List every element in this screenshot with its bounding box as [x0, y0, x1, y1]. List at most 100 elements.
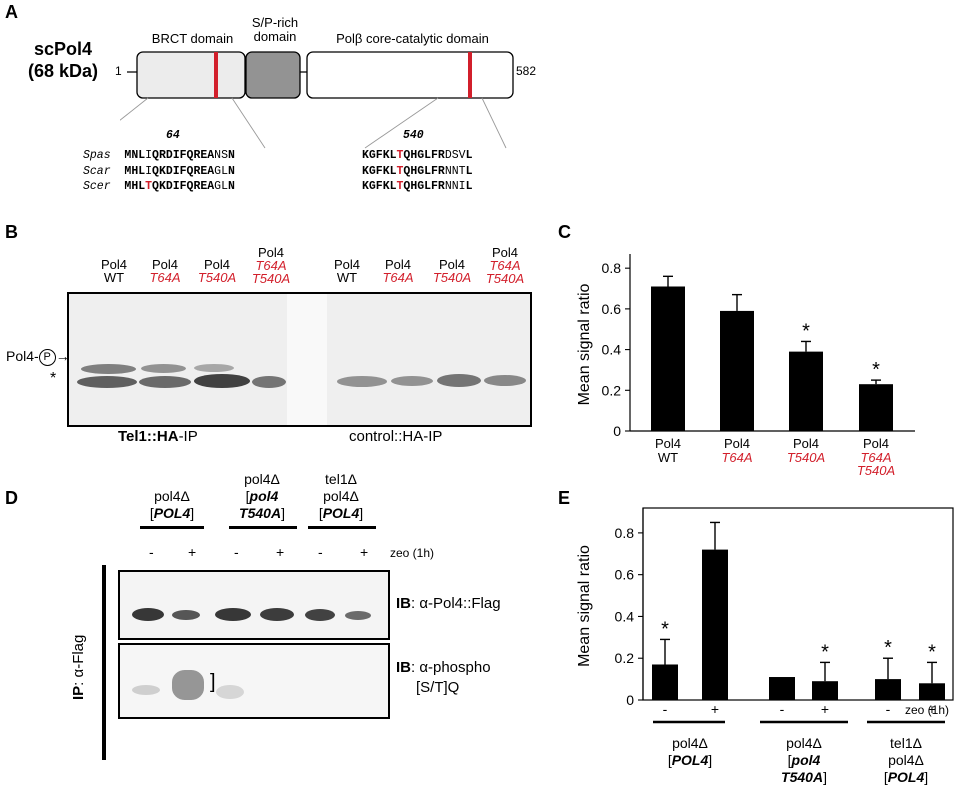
x-tick-strain: Pol4: [863, 436, 889, 451]
ip-label-vertical: IP: α-Flag: [70, 635, 87, 700]
lane-mutation: WT: [336, 270, 358, 285]
x-tick-mutation: T64A: [860, 450, 891, 465]
phospho-circle: P: [38, 348, 56, 366]
zeo-label-e: zeo (1h): [905, 703, 949, 717]
western-blot-b: [67, 292, 532, 427]
band: [132, 685, 160, 695]
significance-star: *: [821, 641, 829, 663]
lane-strain: Pol4: [384, 257, 412, 272]
band: [215, 608, 251, 621]
seq-tail: GL: [214, 180, 228, 193]
seq-end: L: [465, 149, 473, 162]
y-tick-label: 0.4: [615, 608, 635, 624]
polb-label: Polβ core-catalytic domain: [336, 31, 489, 46]
alignment-left: Spas MNLIQRDIFQREANSN Scar MHLIQKDIFQREA…: [83, 148, 235, 195]
x-tick-mutation: T540A: [857, 463, 895, 478]
band-lower: [337, 376, 387, 387]
protein-title: scPol4 (68 kDa): [18, 38, 108, 82]
panel-c-letter: C: [558, 222, 571, 242]
lane-strain: Pol4: [203, 257, 231, 272]
seq-mark-red: T: [396, 180, 404, 193]
group-label: pol4Δ: [672, 735, 708, 751]
y-axis-title: Mean signal ratio: [576, 545, 593, 667]
seq-mark-red: T: [396, 164, 404, 178]
group-bar: [308, 526, 376, 529]
lane-mutation: WT: [103, 270, 125, 285]
plus-sign: +: [276, 544, 285, 560]
ib-bold: IB: [396, 595, 411, 612]
band-lower: [194, 374, 250, 388]
bar: [789, 351, 823, 431]
seq-pre: MHL: [124, 180, 146, 193]
x-tick-strain: Pol4: [724, 436, 750, 451]
y-tick-label: 0.8: [615, 525, 635, 541]
seq-mark-red: T: [396, 149, 404, 162]
seq-pre: KGFKL: [362, 149, 397, 162]
lane-mutation: T540A: [197, 270, 237, 285]
zeo-label-d: zeo (1h): [390, 546, 435, 560]
group-label: pol4Δ: [786, 735, 822, 751]
seq-mark-red: T: [145, 180, 153, 193]
seq-end: N: [227, 149, 235, 162]
ib-rest: : α-phospho: [411, 659, 491, 676]
y-tick-label: 0.6: [602, 301, 622, 317]
bar: [720, 310, 754, 431]
group-label: [POL4]: [884, 769, 928, 785]
bar: [651, 286, 685, 431]
band-lower: [437, 374, 481, 387]
lane-label: Pol4 T540A: [423, 258, 481, 284]
lane-label: Pol4 T64A T540A: [476, 246, 534, 285]
band-lower: [252, 376, 286, 388]
species-label: Scar: [83, 164, 111, 178]
y-axis-title: Mean signal ratio: [576, 283, 593, 405]
smear-bracket: ]: [210, 671, 216, 693]
ib-label-2: IB: α-phospho: [396, 658, 491, 677]
band: [216, 685, 244, 699]
x-tick-sign: +: [821, 701, 829, 717]
significance-star: *: [802, 320, 810, 342]
seq-end: L: [465, 180, 473, 193]
band: [260, 608, 294, 621]
panel-b-letter: B: [5, 222, 18, 242]
x-tick-mutation: WT: [658, 450, 678, 465]
lane-mutation: T540A: [485, 271, 525, 286]
group-label: [POL4]: [668, 752, 712, 768]
lane-label: Pol4 T540A: [188, 258, 246, 284]
ip-rest: : α-Flag: [70, 634, 87, 686]
band: [305, 609, 335, 621]
band-upper: [194, 364, 234, 372]
lane-mutation: T64A: [489, 258, 521, 273]
band-upper: [141, 364, 186, 373]
protein-name: scPol4: [33, 39, 93, 59]
panel-d-letter: D: [5, 488, 18, 508]
western-blot-d1: [118, 570, 390, 640]
align-row-scar: Scar MHLIQKDIFQREAGLN: [83, 164, 235, 180]
sp-rich-box: [245, 51, 301, 99]
group-label: tel1Δ: [890, 735, 922, 751]
y-tick-label: 0: [613, 423, 621, 439]
group-label: pol4Δ: [888, 752, 924, 768]
seq-rest: QHGLFR: [403, 180, 445, 193]
x-tick-sign: -: [663, 701, 668, 717]
seq-end: N: [227, 164, 235, 178]
band-label: Pol4- P →: [6, 348, 70, 366]
group-label: T540A]: [239, 505, 285, 521]
band-lower: [77, 376, 137, 388]
group-label: pol4Δ: [244, 471, 280, 487]
seq-end: L: [465, 164, 473, 178]
seq-tail: NNI: [444, 180, 466, 193]
align-row-right: KGFKLTQHGLFRNNTL: [362, 164, 472, 180]
lane-strain: Pol4: [438, 257, 466, 272]
band-lower: [484, 375, 526, 386]
align-row-right: KGFKLTQHGLFRDSVL: [362, 148, 472, 164]
panel-a-letter: A: [5, 2, 18, 22]
ip-label-left: Tel1::HA-IP: [118, 428, 198, 445]
seq-mark: I: [145, 149, 153, 162]
seq-rest: QKDIFQREA: [152, 164, 215, 178]
brct-box: [136, 51, 246, 99]
brct-label: BRCT domain: [151, 31, 234, 46]
seq-pre: KGFKL: [362, 164, 397, 178]
x-tick-sign: -: [780, 701, 785, 717]
group-label: tel1Δ: [325, 471, 357, 487]
y-tick-label: 0: [626, 692, 634, 708]
